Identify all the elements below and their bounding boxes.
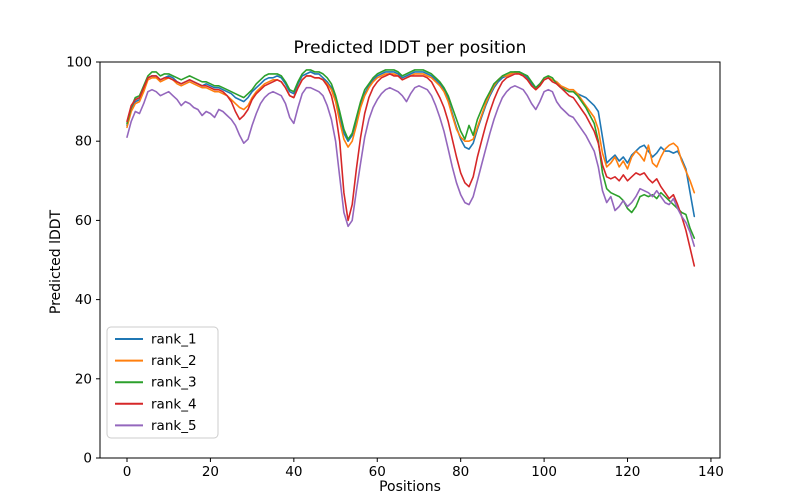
- line-rank_2: [126, 71, 696, 194]
- legend-label-rank_1: rank_1: [151, 332, 197, 348]
- y-tick-label: 0: [83, 451, 92, 467]
- line-rank_5: [126, 85, 696, 247]
- x-tick-label: 100: [531, 464, 557, 480]
- x-tick-label: 20: [202, 464, 219, 480]
- legend-label-rank_5: rank_5: [151, 418, 197, 434]
- x-tick-label: 80: [452, 464, 469, 480]
- y-tick-label: 100: [66, 55, 92, 71]
- x-tick-label: 140: [698, 464, 724, 480]
- chart-content: 0 20 40 60 80 100 120 140 0 20 40 60 80 100 rank_1rank…: [66, 55, 724, 481]
- y-axis-label: Predicted lDDT: [48, 209, 64, 314]
- legend-label-rank_2: rank_2: [151, 353, 197, 369]
- y-tick-label: 40: [75, 292, 92, 308]
- y-tick-label: 20: [75, 371, 92, 387]
- x-tick-label: 120: [615, 464, 641, 480]
- x-axis-label: Positions: [379, 479, 441, 495]
- line-rank_4: [126, 73, 696, 267]
- y-tick-label: 80: [75, 134, 92, 150]
- legend-label-rank_4: rank_4: [151, 396, 197, 412]
- x-tick-label: 40: [285, 464, 302, 480]
- line-rank_1: [126, 71, 696, 218]
- axes-frame: [99, 61, 721, 459]
- legend-box: [106, 326, 219, 439]
- y-tick-label: 60: [75, 213, 92, 229]
- legend-label-rank_3: rank_3: [151, 375, 197, 391]
- chart-title: Predicted lDDT per position: [294, 38, 527, 58]
- x-tick-label: 60: [369, 464, 386, 480]
- x-tick-label: 0: [123, 464, 132, 480]
